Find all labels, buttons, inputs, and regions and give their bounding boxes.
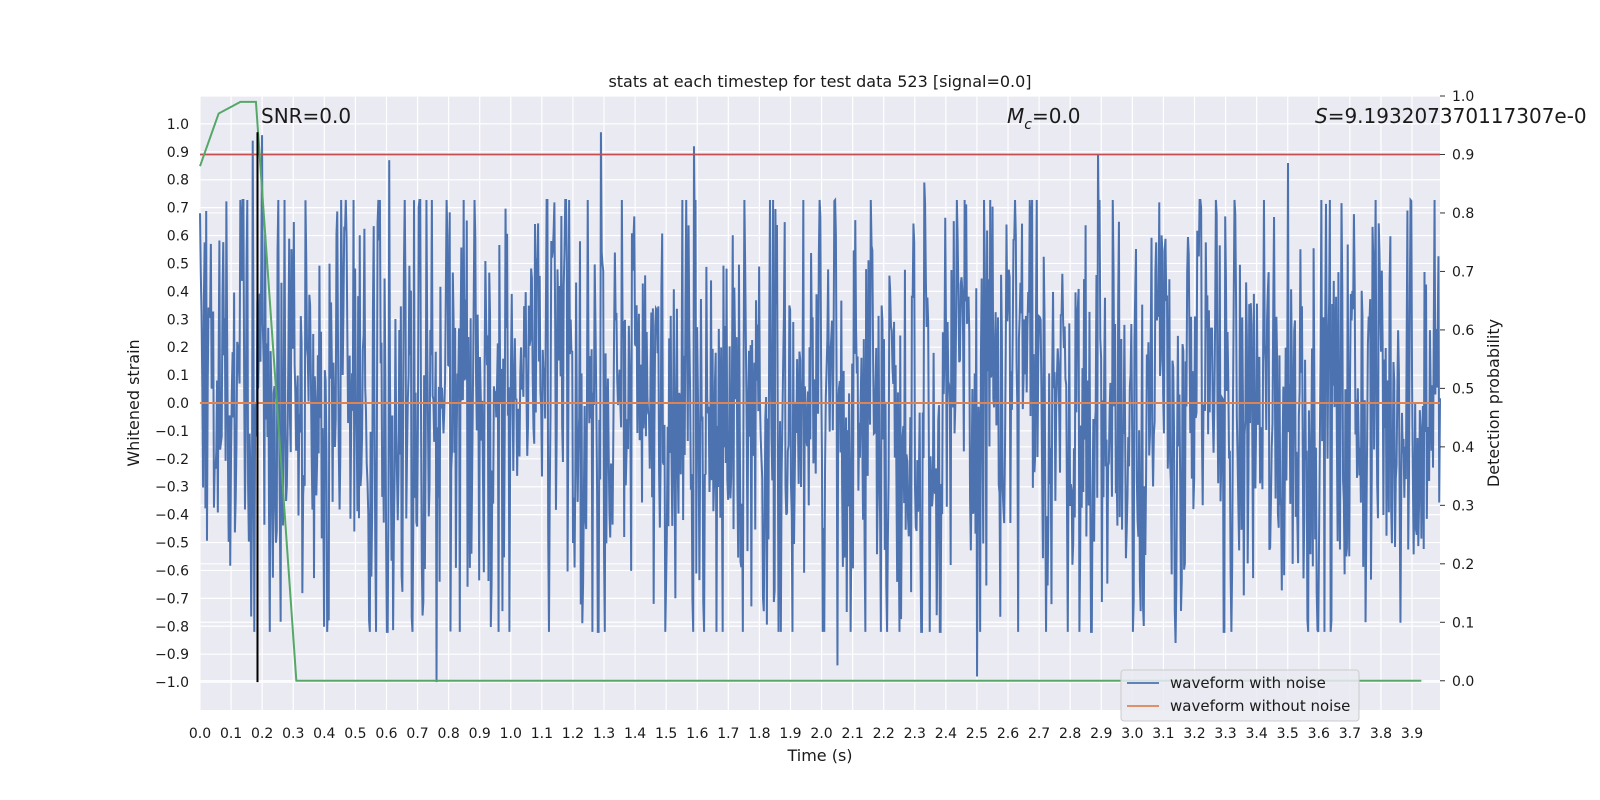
x-tick-label: 0.9 [469,726,491,742]
x-tick-label: 0.6 [375,726,397,742]
score-annotation: S=9.193207370117307e-0 [1315,104,1587,128]
x-tick-label: 1.7 [717,726,739,742]
x-tick-label: 1.3 [593,726,615,742]
y2-tick-label: 0.6 [1452,323,1474,339]
x-tick-label: 1.0 [500,726,522,742]
y-tick-label: −0.6 [155,563,189,579]
x-tick-label: 2.4 [935,726,957,742]
y-tick-label: −0.8 [155,619,189,635]
x-tick-label: 1.1 [531,726,553,742]
y-tick-label: 0.9 [167,145,189,161]
x-tick-label: 0.8 [437,726,459,742]
y-tick-label: 0.0 [167,396,189,412]
legend-box [1120,669,1360,722]
x-tick-label: 2.9 [1090,726,1112,742]
x-tick-label: 3.4 [1246,726,1268,742]
y2-tick-label: 0.0 [1452,674,1474,690]
y-tick-label: −1.0 [155,675,189,691]
y-tick-label: −0.5 [155,536,189,552]
x-tick-label: 3.8 [1370,726,1392,742]
x-tick-label: 3.2 [1183,726,1205,742]
x-axis-label: Time (s) [786,746,852,765]
y2-tick-label: 0.8 [1452,206,1474,222]
x-tick-label: 3.3 [1214,726,1236,742]
y2-tick-label: 0.3 [1452,498,1474,514]
legend-label-clean: waveform without noise [1170,697,1350,715]
x-tick-label: 2.0 [810,726,832,742]
y-tick-label: −0.1 [155,424,189,440]
x-tick-label: 2.3 [904,726,926,742]
x-tick-label: 3.0 [1121,726,1143,742]
x-tick-label: 1.6 [686,726,708,742]
y-tick-label: 0.7 [167,201,189,217]
y-tick-label: −0.3 [155,480,189,496]
x-tick-label: 2.8 [1059,726,1081,742]
tick-labels: 0.0 0.1 0.2 0.3 0.4 0.5 0.6 0.7 0.8 0.9 1.0 1.1 1.2 1… [155,89,1474,742]
x-tick-label: 2.1 [841,726,863,742]
x-tick-label: 3.1 [1152,726,1174,742]
legend: waveform with noise waveform without noi… [1120,669,1360,722]
y2-tick-label: 0.5 [1452,381,1474,397]
x-tick-label: 0.5 [344,726,366,742]
x-tick-label: 1.4 [624,726,646,742]
y-tick-label: 0.5 [167,256,189,272]
y-tick-label: 0.6 [167,229,189,245]
x-tick-label: 1.2 [562,726,584,742]
series-waveform-with-noise [199,132,1441,683]
x-tick-label: 2.5 [966,726,988,742]
y2-tick-label: 0.1 [1452,615,1474,631]
y2-axis-label: Detection probability [1484,319,1503,487]
y-tick-label: −0.2 [155,452,189,468]
x-tick-label: 0.4 [313,726,335,742]
x-tick-label: 2.7 [1028,726,1050,742]
y-tick-label: 0.8 [167,173,189,189]
y2-tick-label: 0.4 [1452,440,1474,456]
x-tick-label: 1.5 [655,726,677,742]
y2-tick-label: 0.2 [1452,557,1474,573]
x-tick-label: 3.7 [1339,726,1361,742]
x-tick-label: 1.9 [779,726,801,742]
x-tick-label: 3.9 [1401,726,1423,742]
chirp-mass-annotation: Mc=0.0 [1007,104,1081,133]
y2-tick-label: 0.9 [1452,147,1474,163]
y-axis-label: Whitened strain [124,339,143,466]
x-tick-label: 0.2 [251,726,273,742]
y-tick-label: 0.4 [167,284,189,300]
series-layer [199,100,1441,683]
y-tick-label: 0.1 [167,368,189,384]
x-tick-label: 0.0 [189,726,211,742]
x-tick-label: 1.8 [748,726,770,742]
y-tick-label: 0.2 [167,340,189,356]
y-tick-label: −0.9 [155,647,189,663]
x-tick-label: 3.6 [1308,726,1330,742]
y-tick-label: 1.0 [167,117,189,133]
x-tick-label: 2.2 [873,726,895,742]
x-tick-label: 0.3 [282,726,304,742]
y-tick-label: 0.3 [167,312,189,328]
chart-title: stats at each timestep for test data 523… [608,72,1031,91]
y-tick-label: −0.7 [155,591,189,607]
snr-annotation: SNR=0.0 [261,104,351,128]
x-tick-label: 0.7 [406,726,428,742]
legend-label-noise: waveform with noise [1170,674,1326,692]
y-tick-label: −0.4 [155,508,189,524]
y2-tick-label: 0.7 [1452,264,1474,280]
x-tick-label: 0.1 [220,726,242,742]
x-tick-label: 2.6 [997,726,1019,742]
series-detection-probability [199,100,1422,682]
y2-tick-label: 1.0 [1452,89,1474,105]
x-tick-label: 3.5 [1277,726,1299,742]
